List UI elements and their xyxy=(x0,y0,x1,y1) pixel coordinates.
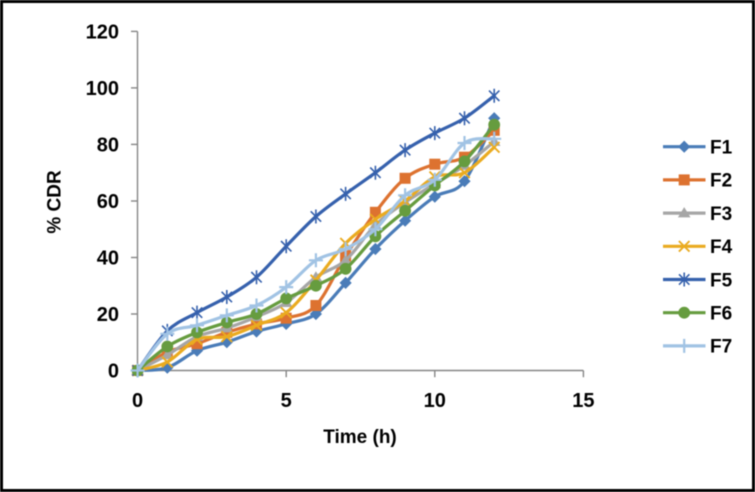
svg-text:5: 5 xyxy=(281,390,292,412)
svg-text:F5: F5 xyxy=(710,270,733,291)
svg-text:0: 0 xyxy=(132,390,143,412)
svg-text:100: 100 xyxy=(86,78,119,100)
svg-text:0: 0 xyxy=(108,361,119,383)
svg-text:F4: F4 xyxy=(710,237,733,258)
svg-text:120: 120 xyxy=(86,22,119,44)
svg-text:Time (h): Time (h) xyxy=(323,427,397,448)
svg-text:F2: F2 xyxy=(710,171,732,192)
svg-text:60: 60 xyxy=(97,191,119,213)
svg-text:20: 20 xyxy=(97,304,119,326)
svg-text:40: 40 xyxy=(97,248,119,270)
svg-text:F3: F3 xyxy=(710,204,732,225)
svg-text:F7: F7 xyxy=(710,337,732,358)
svg-text:15: 15 xyxy=(572,390,594,412)
svg-text:80: 80 xyxy=(97,135,119,157)
svg-text:10: 10 xyxy=(424,390,446,412)
svg-text:F1: F1 xyxy=(710,138,733,159)
svg-text:% CDR: % CDR xyxy=(45,170,66,234)
svg-text:F6: F6 xyxy=(710,304,732,325)
